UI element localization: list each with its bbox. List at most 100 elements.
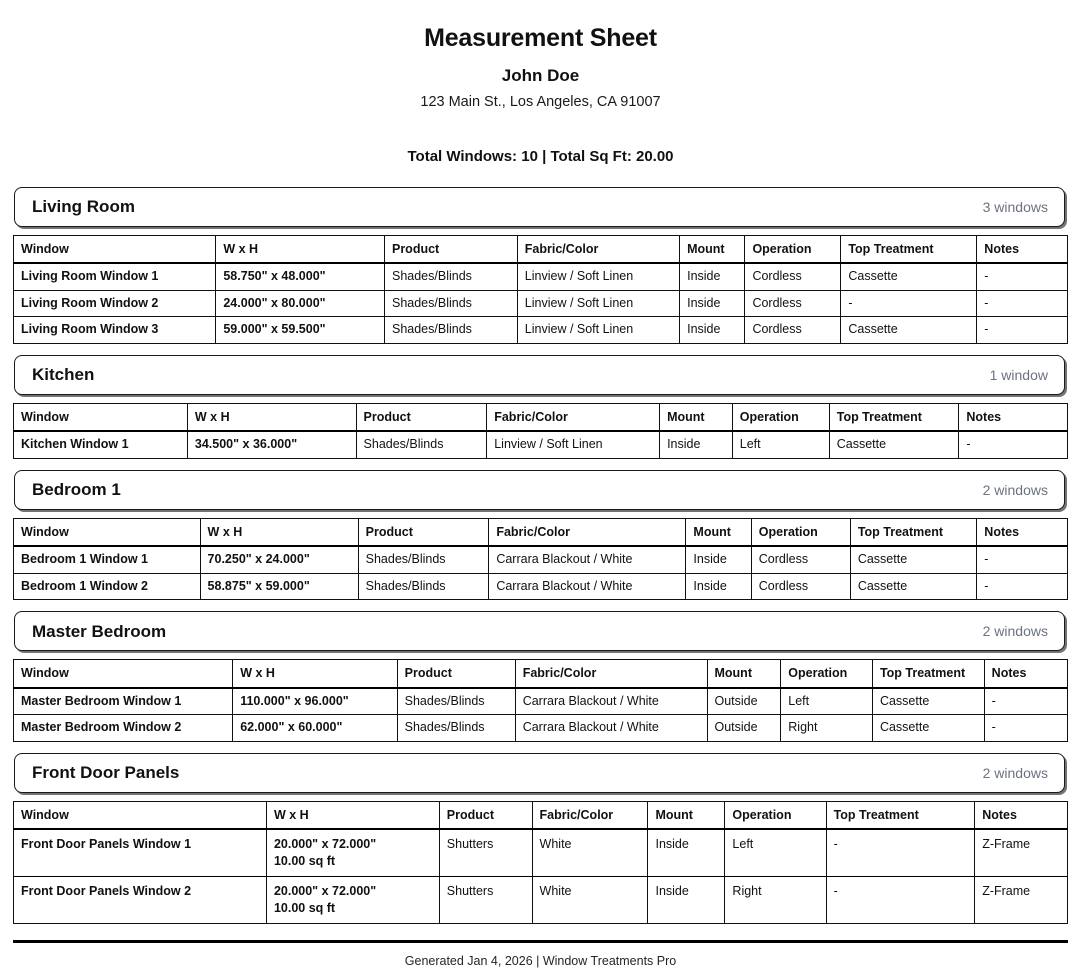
column-header: Mount — [659, 403, 733, 433]
cell-top-treatment: Cassette — [849, 546, 978, 574]
cell-notes: - — [983, 714, 1069, 742]
cell-window: Kitchen Window 1 — [13, 431, 188, 459]
column-header: Operation — [731, 403, 830, 433]
cell-mount: Inside — [647, 876, 726, 925]
cell-size: 20.000" x 72.000" 10.00 sq ft — [265, 829, 440, 878]
cell-fabric: Linview / Soft Linen — [486, 431, 661, 459]
cell-size: 34.500" x 36.000" — [186, 431, 357, 459]
column-header: Fabric/Color — [486, 403, 661, 433]
cell-top-treatment: - — [825, 829, 976, 878]
window-measurements-table: Window W x H Product Fabric/Color Mount Opera… — [12, 659, 1069, 742]
cell-top-treatment: Cassette — [849, 573, 978, 601]
room-window-count: 2 windows — [982, 481, 1048, 498]
column-header: Mount — [706, 659, 782, 689]
cell-top-treatment: Cassette — [871, 714, 985, 742]
cell-size: 20.000" x 72.000" 10.00 sq ft — [265, 876, 440, 925]
cell-notes: - — [958, 431, 1068, 459]
cell-fabric: Carrara Blackout / White — [514, 714, 708, 742]
window-measurements-table: Window W x H Product Fabric/Color Mount Opera… — [13, 800, 1068, 925]
cell-size-dimensions: 20.000" x 72.000" — [273, 884, 377, 899]
column-header: Product — [355, 403, 488, 433]
room-section: Front Door Panels 2 windows Window W x H Pro… — [13, 752, 1068, 925]
room-section-header: Master Bedroom 2 windows — [14, 611, 1065, 652]
room-title: Front Door Panels — [32, 763, 180, 783]
cell-size-dimensions: 20.000" x 72.000" — [273, 837, 377, 852]
table-row: Front Door Panels Window 2 20.000" x 72.0… — [13, 876, 1068, 925]
cell-operation: Left — [780, 687, 873, 716]
cell-mount: Inside — [679, 290, 746, 318]
cell-size: 24.000" x 80.000" — [215, 290, 385, 318]
cell-product: Shades/Blinds — [383, 290, 518, 318]
cell-product: Shades/Blinds — [396, 714, 516, 742]
cell-operation: Cordless — [750, 573, 851, 601]
cell-notes: - — [983, 687, 1069, 716]
room-title: Kitchen — [32, 365, 95, 385]
column-header: Product — [396, 659, 516, 689]
document-footer: Generated Jan 4, 2026 | Window Treatment… — [13, 940, 1068, 969]
cell-notes: - — [976, 546, 1068, 574]
cell-product: Shades/Blinds — [355, 431, 488, 459]
column-header: Window — [13, 801, 267, 831]
column-header: Operation — [750, 518, 851, 548]
room-section: Living Room 3 windows Window W x H Product Fa… — [12, 186, 1068, 344]
column-header: Fabric/Color — [531, 801, 649, 831]
client-name: John Doe — [501, 65, 580, 85]
column-header: Operation — [744, 235, 842, 265]
client-address: 123 Main St., Los Angeles, CA 91007 — [420, 93, 661, 110]
cell-top-treatment: Cassette — [828, 431, 960, 459]
cell-notes: - — [976, 316, 1068, 344]
cell-fabric: Carrara Blackout / White — [488, 546, 687, 574]
cell-window: Living Room Window 1 — [12, 263, 217, 291]
cell-fabric: Carrara Blackout / White — [514, 687, 708, 716]
table-row: Kitchen Window 1 34.500" x 36.000" Shades/… — [13, 431, 1068, 459]
column-header: Operation — [724, 801, 827, 831]
table-row: Living Room Window 3 59.000" x 59.500" Sha… — [12, 316, 1068, 344]
cell-operation: Cordless — [744, 263, 842, 291]
room-title: Master Bedroom — [32, 621, 167, 641]
totals-summary: Total Windows: 10 | Total Sq Ft: 20.00 — [407, 147, 674, 165]
cell-mount: Outside — [706, 687, 782, 716]
column-header: Notes — [974, 801, 1068, 831]
cell-operation: Left — [731, 431, 830, 459]
cell-window: Living Room Window 2 — [12, 290, 217, 318]
column-header: Window — [12, 659, 234, 689]
cell-fabric: Linview / Soft Linen — [516, 263, 681, 291]
cell-top-treatment: - — [840, 290, 978, 318]
cell-mount: Inside — [679, 316, 746, 344]
cell-notes: - — [976, 573, 1068, 601]
cell-window: Master Bedroom Window 1 — [12, 687, 234, 716]
cell-size: 59.000" x 59.500" — [215, 316, 385, 344]
cell-fabric: Linview / Soft Linen — [516, 316, 681, 344]
column-header: Notes — [983, 659, 1069, 689]
room-window-count: 3 windows — [982, 198, 1048, 215]
cell-product: Shades/Blinds — [396, 687, 516, 716]
table-header-row: Window W x H Product Fabric/Color Mount Opera… — [13, 801, 1068, 831]
cell-mount: Inside — [647, 829, 726, 878]
cell-product: Shades/Blinds — [357, 573, 490, 601]
cell-size-sqft: 10.00 sq ft — [273, 853, 336, 868]
room-window-count: 2 windows — [982, 623, 1048, 640]
cell-fabric: Linview / Soft Linen — [516, 290, 681, 318]
cell-window: Front Door Panels Window 1 — [13, 829, 267, 878]
cell-product: Shutters — [438, 829, 533, 878]
cell-size-sqft: 10.00 sq ft — [273, 900, 336, 915]
table-header-row: Window W x H Product Fabric/Color Mount Opera… — [13, 403, 1068, 433]
column-header: Window — [13, 518, 201, 548]
table-row: Bedroom 1 Window 1 70.250" x 24.000" Shade… — [13, 546, 1068, 574]
page-title: Measurement Sheet — [424, 24, 657, 52]
cell-operation: Cordless — [744, 316, 842, 344]
room-section: Master Bedroom 2 windows Window W x H Produc… — [12, 611, 1069, 742]
footer-text: Generated Jan 4, 2026 | Window Treatment… — [404, 954, 677, 969]
cell-notes: Z-Frame — [974, 829, 1068, 878]
document-header: Measurement Sheet John Doe 123 Main St.,… — [13, 18, 1068, 166]
cell-product: Shades/Blinds — [383, 316, 518, 344]
table-row: Master Bedroom Window 1 110.000" x 96.000… — [12, 687, 1069, 716]
column-header: Notes — [958, 403, 1068, 433]
room-section-header: Front Door Panels 2 windows — [14, 752, 1065, 793]
cell-mount: Inside — [685, 573, 752, 601]
column-header: Top Treatment — [871, 659, 985, 689]
column-header: Notes — [976, 235, 1068, 265]
column-header: Operation — [780, 659, 873, 689]
room-window-count: 1 window — [989, 366, 1048, 383]
